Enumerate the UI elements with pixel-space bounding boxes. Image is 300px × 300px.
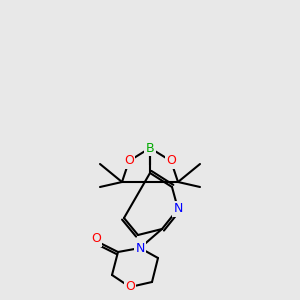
Text: N: N	[135, 242, 145, 254]
Text: N: N	[173, 202, 183, 215]
Text: O: O	[166, 154, 176, 167]
Text: O: O	[91, 232, 101, 245]
Text: O: O	[125, 280, 135, 293]
Text: O: O	[124, 154, 134, 167]
Text: B: B	[146, 142, 154, 154]
